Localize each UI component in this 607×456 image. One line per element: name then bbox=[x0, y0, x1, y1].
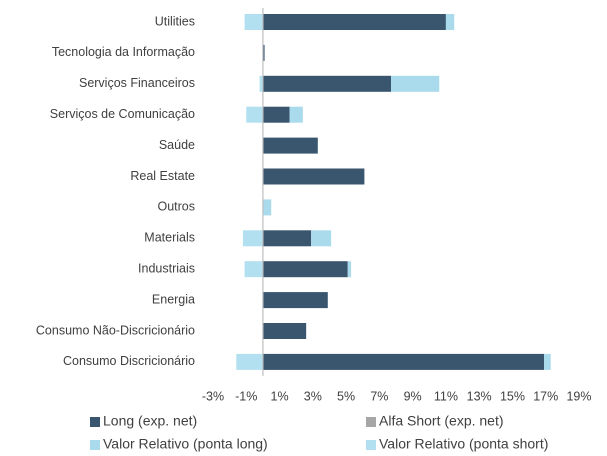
bar bbox=[544, 353, 551, 370]
bar bbox=[262, 292, 328, 309]
y-tick-label: Consumo Não-Discricionário bbox=[36, 323, 195, 337]
bar bbox=[236, 353, 263, 370]
x-tick-label: 7% bbox=[370, 389, 388, 403]
bar bbox=[311, 230, 332, 247]
x-tick-label: -1% bbox=[235, 389, 257, 403]
x-tick-label: 11% bbox=[434, 389, 458, 403]
legend-swatch bbox=[366, 417, 376, 427]
bar bbox=[262, 261, 348, 278]
x-tick-label: 19% bbox=[566, 389, 591, 403]
bar bbox=[262, 137, 318, 154]
bar bbox=[262, 323, 307, 339]
y-tick-label: Saúde bbox=[159, 138, 195, 152]
y-tick-label: Tecnologia da Informação bbox=[52, 45, 195, 59]
x-tick-label: 3% bbox=[304, 389, 322, 403]
y-tick-label: Utilities bbox=[155, 14, 195, 28]
y-tick-label: Consumo Discricionário bbox=[63, 354, 195, 368]
bar bbox=[262, 168, 365, 185]
y-tick-label: Real Estate bbox=[130, 169, 195, 183]
y-tick-label: Industriais bbox=[138, 261, 195, 275]
x-tick-label: 13% bbox=[467, 389, 492, 403]
x-tick-label: -3% bbox=[202, 389, 224, 403]
bar bbox=[347, 261, 352, 278]
x-tick-label: 15% bbox=[500, 389, 525, 403]
bar bbox=[262, 14, 446, 30]
bar bbox=[262, 44, 265, 61]
bar bbox=[244, 261, 263, 278]
bar bbox=[445, 14, 455, 30]
bar bbox=[391, 75, 440, 92]
bar bbox=[262, 75, 392, 92]
y-tick-label: Materials bbox=[144, 231, 195, 245]
bar bbox=[262, 199, 272, 216]
y-tick-label: Serviços Financeiros bbox=[79, 76, 195, 90]
legend-swatch bbox=[366, 440, 376, 450]
bar bbox=[262, 106, 290, 123]
bar bbox=[244, 14, 263, 30]
x-tick-label: 5% bbox=[337, 389, 355, 403]
bar bbox=[259, 75, 263, 92]
legend-label: Valor Relativo (ponta short) bbox=[379, 436, 548, 452]
x-tick-label: 17% bbox=[533, 389, 558, 403]
bar bbox=[246, 106, 263, 123]
legend-label: Long (exp. net) bbox=[103, 413, 197, 429]
bar bbox=[289, 106, 303, 123]
bar bbox=[242, 230, 263, 247]
bar bbox=[262, 353, 545, 370]
legend-swatch bbox=[90, 440, 100, 450]
legend-swatch bbox=[90, 417, 100, 427]
legend-label: Valor Relativo (ponta long) bbox=[103, 436, 268, 452]
x-tick-label: 1% bbox=[271, 389, 289, 403]
legend-label: Alfa Short (exp. net) bbox=[379, 413, 504, 429]
y-tick-label: Outros bbox=[157, 200, 195, 214]
bar bbox=[262, 230, 312, 247]
x-tick-label: 9% bbox=[404, 389, 422, 403]
y-tick-label: Energia bbox=[152, 292, 195, 306]
y-tick-label: Serviços de Comunicação bbox=[50, 107, 195, 121]
